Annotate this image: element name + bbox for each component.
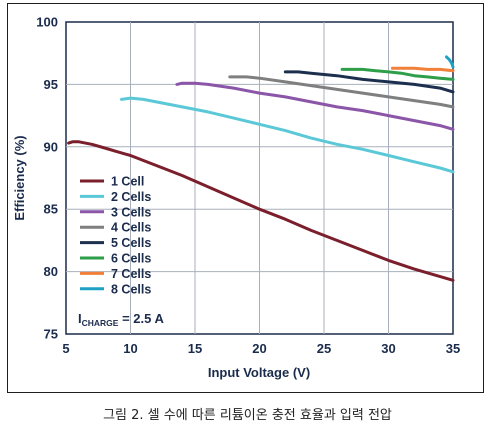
series-line-7 <box>390 66 455 73</box>
x-tick-label: 35 <box>446 341 460 356</box>
series-line-6 <box>340 67 455 81</box>
x-tick-label: 20 <box>252 341 266 356</box>
legend-label-2: 2 Cells <box>111 190 151 204</box>
series-line-4 <box>228 75 455 109</box>
x-tick-label: 25 <box>317 341 331 356</box>
y-axis-title: Efficiency (%) <box>12 135 27 220</box>
legend-label-5: 5 Cells <box>111 236 151 250</box>
annotation-main: I <box>78 311 82 326</box>
y-tick-label: 90 <box>44 139 58 154</box>
chart-frame: 5 10 15 20 25 30 35 75 80 85 90 95 100 Input Voltag… <box>7 3 484 393</box>
legend-label-3: 3 Cells <box>111 205 151 219</box>
x-tick-labels: 5 10 15 20 25 30 35 <box>62 341 460 356</box>
x-tick-label: 30 <box>381 341 395 356</box>
series-line-8 <box>445 55 455 69</box>
x-tick-label: 15 <box>188 341 202 356</box>
y-tick-label: 75 <box>44 327 58 342</box>
y-tick-label: 85 <box>44 202 58 217</box>
y-tick-label: 100 <box>36 15 58 30</box>
series-line-1 <box>67 140 455 282</box>
legend-label-8: 8 Cells <box>111 282 151 296</box>
x-axis-title: Input Voltage (V) <box>208 365 310 380</box>
efficiency-chart: 5 10 15 20 25 30 35 75 80 85 90 95 100 Input Voltag… <box>12 15 460 381</box>
series-line-3 <box>175 81 455 131</box>
y-tick-label: 80 <box>44 264 58 279</box>
legend-label-4: 4 Cells <box>111 221 151 235</box>
grid-lines <box>66 22 453 334</box>
series-line-5 <box>283 70 455 94</box>
x-tick-label: 5 <box>62 341 69 356</box>
legend-label-6: 6 Cells <box>111 252 151 266</box>
annotation-value: = 2.5 A <box>118 311 164 326</box>
y-tick-labels: 75 80 85 90 95 100 <box>36 15 58 342</box>
series-line-2 <box>120 96 455 174</box>
charge-current-annotation: ICHARGE = 2.5 A <box>78 311 164 328</box>
figure-caption: 그림 2. 셀 수에 따른 리튬이온 충전 효율과 입력 전압 <box>103 408 392 423</box>
y-tick-label: 95 <box>44 77 58 92</box>
x-tick-label: 10 <box>123 341 137 356</box>
legend-label-1: 1 Cell <box>111 175 144 189</box>
annotation-subscript: CHARGE <box>82 318 119 328</box>
series-lines <box>67 55 455 282</box>
legend-label-7: 7 Cells <box>111 267 151 281</box>
